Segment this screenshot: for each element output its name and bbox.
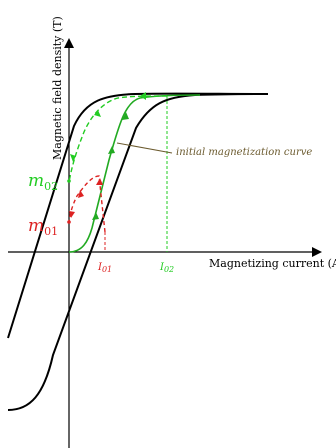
i01-label: I01	[97, 262, 112, 274]
red-loop-arrow-2	[78, 190, 84, 198]
y-axis-label: Magnetic field density (T)	[51, 16, 64, 160]
green-loop-arrow-2	[94, 110, 101, 117]
i02-label: I02	[159, 262, 174, 274]
x-axis-label: Magnetizing current (A)	[209, 257, 336, 270]
red-loop-arrow-3	[69, 211, 75, 218]
initial-curve-arrow-3	[122, 112, 129, 120]
m02-point	[67, 179, 71, 183]
red-minor-loop	[68, 175, 106, 233]
green-loop-arrow-1	[140, 92, 146, 100]
m02-label: m02	[28, 171, 58, 193]
annotation-label: initial magnetization curve	[176, 147, 312, 158]
annotation-leader	[116, 142, 173, 154]
initial-curve-arrow-1	[92, 212, 99, 220]
m01-label: m01	[28, 216, 58, 238]
initial-magnetization-curve	[68, 94, 201, 253]
major-loop-left-branch	[7, 92, 269, 339]
m01-point	[67, 220, 71, 224]
initial-curve-arrow-2	[108, 146, 115, 154]
green-loop-arrow-3	[70, 154, 76, 162]
red-loop-arrow-1	[96, 178, 103, 185]
major-loop-right-branch	[7, 93, 269, 411]
